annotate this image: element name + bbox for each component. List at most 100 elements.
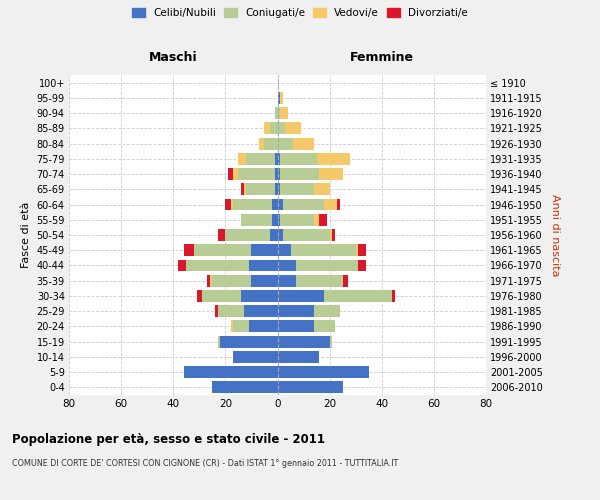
Bar	[184, 244, 194, 256]
Bar	[238, 153, 246, 165]
Bar	[244, 184, 246, 195]
Bar	[218, 336, 220, 347]
Bar	[194, 244, 251, 256]
Bar	[269, 229, 277, 241]
Bar	[314, 214, 319, 226]
Bar	[218, 305, 244, 317]
Bar	[358, 244, 366, 256]
Bar	[358, 260, 366, 272]
Bar	[280, 184, 314, 195]
Bar	[277, 290, 325, 302]
Bar	[332, 229, 335, 241]
Bar	[220, 336, 277, 347]
Bar	[275, 184, 277, 195]
Bar	[246, 153, 275, 165]
Bar	[277, 107, 280, 119]
Bar	[202, 290, 241, 302]
Bar	[277, 168, 280, 180]
Text: Maschi: Maschi	[149, 52, 197, 64]
Bar	[329, 336, 332, 347]
Bar	[293, 138, 314, 149]
Bar	[241, 214, 272, 226]
Bar	[275, 153, 277, 165]
Bar	[277, 138, 293, 149]
Bar	[241, 290, 277, 302]
Bar	[277, 275, 296, 286]
Bar	[233, 320, 249, 332]
Bar	[244, 305, 277, 317]
Bar	[277, 198, 283, 210]
Bar	[277, 184, 280, 195]
Bar	[277, 229, 283, 241]
Bar	[314, 320, 335, 332]
Text: Femmine: Femmine	[350, 52, 414, 64]
Bar	[277, 305, 314, 317]
Bar	[317, 153, 350, 165]
Y-axis label: Fasce di età: Fasce di età	[21, 202, 31, 268]
Bar	[197, 290, 202, 302]
Bar	[230, 320, 233, 332]
Bar	[343, 275, 348, 286]
Bar	[251, 275, 277, 286]
Bar	[277, 153, 280, 165]
Bar	[226, 198, 230, 210]
Bar	[277, 214, 280, 226]
Bar	[233, 198, 272, 210]
Bar	[356, 244, 358, 256]
Bar	[286, 122, 301, 134]
Bar	[212, 275, 251, 286]
Bar	[249, 260, 277, 272]
Bar	[319, 168, 343, 180]
Bar	[329, 229, 332, 241]
Bar	[277, 366, 369, 378]
Bar	[277, 122, 286, 134]
Bar	[325, 290, 392, 302]
Bar	[207, 275, 210, 286]
Bar	[210, 275, 212, 286]
Bar	[265, 122, 269, 134]
Bar	[277, 351, 319, 363]
Bar	[277, 92, 280, 104]
Bar	[325, 198, 337, 210]
Bar	[275, 107, 277, 119]
Bar	[246, 184, 275, 195]
Bar	[283, 229, 329, 241]
Bar	[337, 198, 340, 210]
Bar	[277, 260, 296, 272]
Bar	[280, 153, 317, 165]
Bar	[226, 229, 269, 241]
Bar	[280, 168, 319, 180]
Bar	[296, 275, 343, 286]
Bar	[275, 168, 277, 180]
Bar	[280, 214, 314, 226]
Text: COMUNE DI CORTE DE' CORTESI CON CIGNONE (CR) - Dati ISTAT 1° gennaio 2011 - TUTT: COMUNE DI CORTE DE' CORTESI CON CIGNONE …	[12, 459, 398, 468]
Bar	[184, 366, 277, 378]
Bar	[230, 198, 233, 210]
Bar	[178, 260, 186, 272]
Bar	[277, 244, 290, 256]
Bar	[233, 351, 277, 363]
Bar	[228, 168, 233, 180]
Bar	[290, 244, 356, 256]
Bar	[269, 122, 277, 134]
Bar	[272, 198, 277, 210]
Bar	[319, 214, 327, 226]
Bar	[277, 382, 343, 394]
Bar	[277, 320, 314, 332]
Bar	[186, 260, 249, 272]
Bar	[314, 305, 340, 317]
Bar	[392, 290, 395, 302]
Bar	[280, 92, 283, 104]
Bar	[265, 138, 277, 149]
Bar	[314, 184, 329, 195]
Bar	[233, 168, 238, 180]
Bar	[251, 244, 277, 256]
Legend: Celibi/Nubili, Coniugati/e, Vedovi/e, Divorziati/e: Celibi/Nubili, Coniugati/e, Vedovi/e, Di…	[129, 5, 471, 21]
Text: Popolazione per età, sesso e stato civile - 2011: Popolazione per età, sesso e stato civil…	[12, 432, 325, 446]
Bar	[212, 382, 277, 394]
Bar	[238, 168, 275, 180]
Bar	[296, 260, 358, 272]
Bar	[241, 184, 244, 195]
Bar	[277, 336, 329, 347]
Bar	[280, 107, 288, 119]
